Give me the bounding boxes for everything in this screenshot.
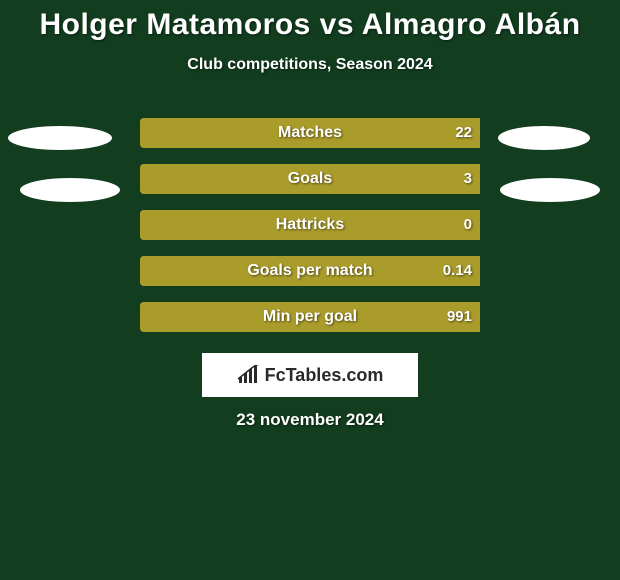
- stat-row: Goals per match0.14: [0, 256, 620, 302]
- infographic-canvas: Holger Matamoros vs Almagro Albán Club c…: [0, 0, 620, 580]
- bar-value-right: 0: [464, 210, 472, 240]
- bar-fill-left: [140, 256, 480, 286]
- logo-text: FcTables.com: [265, 365, 384, 386]
- bar-value-right: 991: [447, 302, 472, 332]
- bar-track: [140, 256, 480, 286]
- stat-row: Min per goal991: [0, 302, 620, 348]
- date-text: 23 november 2024: [0, 410, 620, 430]
- bar-track: [140, 302, 480, 332]
- page-title: Holger Matamoros vs Almagro Albán: [0, 0, 620, 42]
- stat-row: Hattricks0: [0, 210, 620, 256]
- bar-fill-left: [140, 302, 480, 332]
- bar-fill-left: [140, 164, 480, 194]
- logo-box: FcTables.com: [202, 353, 418, 397]
- bar-track: [140, 118, 480, 148]
- bar-value-right: 22: [455, 118, 472, 148]
- bar-value-right: 0.14: [443, 256, 472, 286]
- bar-chart-icon: [237, 365, 261, 385]
- bar-fill-left: [140, 118, 480, 148]
- stats-area: Matches22Goals3Hattricks0Goals per match…: [0, 118, 620, 348]
- bar-track: [140, 210, 480, 240]
- stat-row: Goals3: [0, 164, 620, 210]
- page-subtitle: Club competitions, Season 2024: [0, 56, 620, 74]
- bar-track: [140, 164, 480, 194]
- bar-fill-left: [140, 210, 480, 240]
- stat-row: Matches22: [0, 118, 620, 164]
- bar-value-right: 3: [464, 164, 472, 194]
